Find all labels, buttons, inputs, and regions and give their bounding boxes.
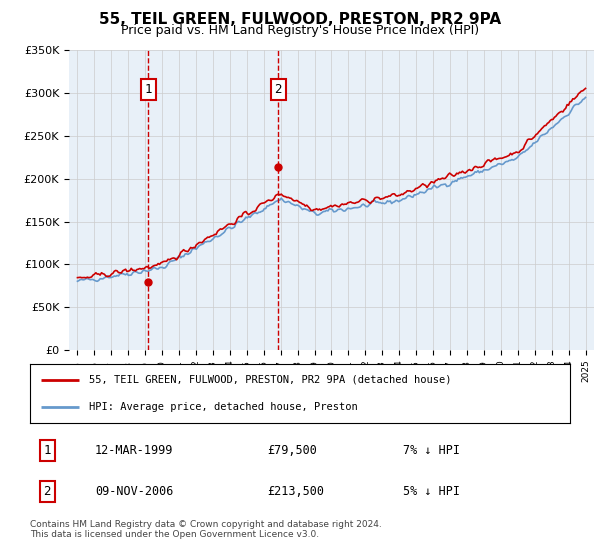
Text: 2: 2 [44, 485, 51, 498]
Text: Price paid vs. HM Land Registry's House Price Index (HPI): Price paid vs. HM Land Registry's House … [121, 24, 479, 37]
Text: 7% ↓ HPI: 7% ↓ HPI [403, 444, 460, 457]
Text: 12-MAR-1999: 12-MAR-1999 [95, 444, 173, 457]
Text: £79,500: £79,500 [268, 444, 317, 457]
Text: Contains HM Land Registry data © Crown copyright and database right 2024.
This d: Contains HM Land Registry data © Crown c… [30, 520, 382, 539]
Text: 09-NOV-2006: 09-NOV-2006 [95, 485, 173, 498]
Text: 55, TEIL GREEN, FULWOOD, PRESTON, PR2 9PA: 55, TEIL GREEN, FULWOOD, PRESTON, PR2 9P… [99, 12, 501, 27]
Text: 1: 1 [44, 444, 51, 457]
Text: 55, TEIL GREEN, FULWOOD, PRESTON, PR2 9PA (detached house): 55, TEIL GREEN, FULWOOD, PRESTON, PR2 9P… [89, 375, 452, 385]
Text: HPI: Average price, detached house, Preston: HPI: Average price, detached house, Pres… [89, 402, 358, 412]
Text: £213,500: £213,500 [268, 485, 325, 498]
Text: 2: 2 [275, 83, 282, 96]
Text: 5% ↓ HPI: 5% ↓ HPI [403, 485, 460, 498]
Text: 1: 1 [145, 83, 152, 96]
